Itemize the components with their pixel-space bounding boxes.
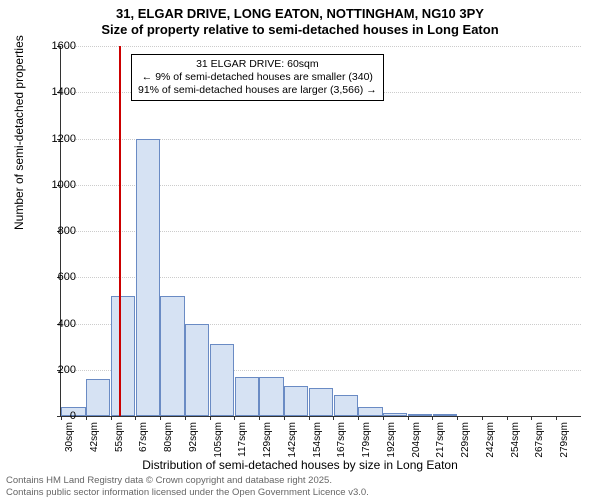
histogram-bar bbox=[383, 413, 407, 416]
gridline bbox=[61, 46, 581, 47]
y-tick-label: 0 bbox=[36, 410, 76, 422]
property-marker-line bbox=[119, 46, 121, 416]
histogram-bar bbox=[309, 388, 333, 416]
histogram-bar bbox=[185, 324, 209, 417]
x-tick-mark bbox=[358, 416, 359, 420]
y-tick-label: 800 bbox=[36, 225, 76, 237]
x-tick-mark bbox=[383, 416, 384, 420]
x-tick-label: 192sqm bbox=[386, 422, 397, 462]
x-tick-label: 254sqm bbox=[510, 422, 521, 462]
chart-title-line1: 31, ELGAR DRIVE, LONG EATON, NOTTINGHAM,… bbox=[0, 0, 600, 21]
y-tick-label: 1400 bbox=[36, 86, 76, 98]
x-tick-label: 217sqm bbox=[435, 422, 446, 462]
histogram-bar bbox=[160, 296, 184, 416]
x-tick-label: 42sqm bbox=[89, 422, 100, 462]
plot-area: 31 ELGAR DRIVE: 60sqm← 9% of semi-detach… bbox=[60, 46, 581, 417]
footer-line2: Contains public sector information licen… bbox=[6, 487, 369, 498]
x-axis-label: Distribution of semi-detached houses by … bbox=[0, 458, 600, 472]
histogram-bar bbox=[334, 395, 358, 416]
x-tick-mark bbox=[531, 416, 532, 420]
y-tick-label: 1600 bbox=[36, 40, 76, 52]
annotation-line1: 31 ELGAR DRIVE: 60sqm bbox=[138, 58, 377, 71]
x-tick-mark bbox=[111, 416, 112, 420]
y-tick-label: 1200 bbox=[36, 133, 76, 145]
x-tick-mark bbox=[284, 416, 285, 420]
y-tick-label: 600 bbox=[36, 271, 76, 283]
x-tick-mark bbox=[185, 416, 186, 420]
x-tick-label: 142sqm bbox=[287, 422, 298, 462]
x-tick-mark bbox=[408, 416, 409, 420]
x-tick-mark bbox=[259, 416, 260, 420]
chart-title-line2: Size of property relative to semi-detach… bbox=[0, 21, 600, 37]
x-tick-label: 229sqm bbox=[460, 422, 471, 462]
y-tick-label: 200 bbox=[36, 364, 76, 376]
x-tick-mark bbox=[507, 416, 508, 420]
x-tick-label: 67sqm bbox=[138, 422, 149, 462]
x-tick-label: 55sqm bbox=[114, 422, 125, 462]
x-tick-mark bbox=[135, 416, 136, 420]
x-tick-mark bbox=[556, 416, 557, 420]
histogram-bar bbox=[259, 377, 283, 416]
y-axis-label: Number of semi-detached properties bbox=[12, 35, 26, 230]
x-tick-label: 279sqm bbox=[559, 422, 570, 462]
x-tick-mark bbox=[234, 416, 235, 420]
x-tick-label: 179sqm bbox=[361, 422, 372, 462]
x-tick-mark bbox=[333, 416, 334, 420]
x-tick-label: 242sqm bbox=[485, 422, 496, 462]
x-tick-label: 117sqm bbox=[237, 422, 248, 462]
x-tick-label: 267sqm bbox=[534, 422, 545, 462]
footer-line1: Contains HM Land Registry data © Crown c… bbox=[6, 475, 369, 486]
histogram-bar bbox=[433, 414, 457, 416]
annotation-box: 31 ELGAR DRIVE: 60sqm← 9% of semi-detach… bbox=[131, 54, 384, 101]
histogram-bar bbox=[358, 407, 382, 416]
chart-container: 31, ELGAR DRIVE, LONG EATON, NOTTINGHAM,… bbox=[0, 0, 600, 500]
x-tick-label: 204sqm bbox=[411, 422, 422, 462]
x-tick-label: 154sqm bbox=[312, 422, 323, 462]
x-tick-label: 167sqm bbox=[336, 422, 347, 462]
annotation-line3: 91% of semi-detached houses are larger (… bbox=[138, 84, 377, 97]
y-tick-label: 400 bbox=[36, 318, 76, 330]
x-tick-label: 80sqm bbox=[163, 422, 174, 462]
x-tick-label: 92sqm bbox=[188, 422, 199, 462]
histogram-bar bbox=[284, 386, 308, 416]
x-tick-mark bbox=[86, 416, 87, 420]
histogram-bar bbox=[86, 379, 110, 416]
y-tick-label: 1000 bbox=[36, 179, 76, 191]
x-tick-label: 105sqm bbox=[213, 422, 224, 462]
histogram-bar bbox=[235, 377, 259, 416]
histogram-bar bbox=[408, 414, 432, 416]
x-tick-mark bbox=[160, 416, 161, 420]
x-tick-mark bbox=[432, 416, 433, 420]
x-tick-mark bbox=[457, 416, 458, 420]
histogram-bar bbox=[111, 296, 135, 416]
histogram-bar bbox=[136, 139, 160, 417]
x-tick-label: 129sqm bbox=[262, 422, 273, 462]
x-tick-mark bbox=[210, 416, 211, 420]
footer-text: Contains HM Land Registry data © Crown c… bbox=[6, 475, 369, 498]
x-tick-mark bbox=[309, 416, 310, 420]
x-tick-label: 30sqm bbox=[64, 422, 75, 462]
annotation-line2: ← 9% of semi-detached houses are smaller… bbox=[138, 71, 377, 84]
x-tick-mark bbox=[482, 416, 483, 420]
histogram-bar bbox=[210, 344, 234, 416]
